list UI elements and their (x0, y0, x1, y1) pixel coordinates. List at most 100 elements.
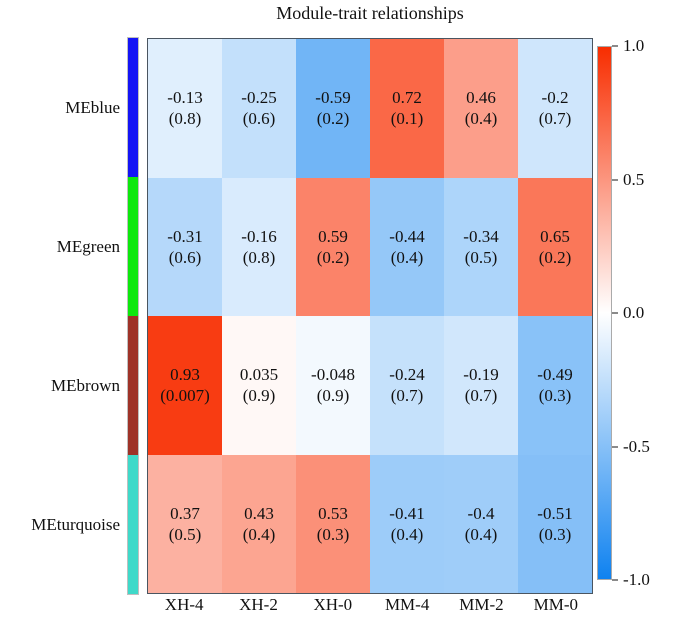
cell-p-value: (0.6) (242, 109, 276, 129)
x-axis-label-xh-0: XH-0 (296, 617, 370, 620)
cell-p-value: (0.2) (316, 247, 350, 267)
cell-p-value: (0.2) (316, 109, 350, 129)
cell-p-value: (0.4) (390, 247, 424, 267)
colorbar-tick (612, 45, 618, 47)
cell-correlation: 0.53 (318, 503, 348, 523)
heatmap-cell: 0.59 (0.2) (296, 177, 370, 316)
module-color-meturquoise (128, 455, 138, 594)
heatmap-cell: 0.46 (0.4) (444, 39, 518, 178)
cell-correlation: 0.035 (239, 365, 279, 385)
cell-correlation: -0.31 (167, 226, 203, 246)
heatmap-cell: -0.25 (0.6) (222, 39, 296, 178)
heatmap-cell: -0.51 (0.3) (518, 454, 592, 593)
heatmap-cell: -0.31 (0.6) (148, 177, 222, 316)
cell-correlation: -0.59 (315, 88, 351, 108)
cell-correlation: 0.65 (540, 226, 570, 246)
heatmap-cell: -0.59 (0.2) (296, 39, 370, 178)
cell-p-value: (0.9) (316, 386, 350, 406)
heatmap-cell: 0.72 (0.1) (370, 39, 444, 178)
x-axis-label-xh-4: XH-4 (147, 617, 221, 620)
heatmap-cell: 0.37 (0.5) (148, 454, 222, 593)
heatmap-cell: -0.24 (0.7) (370, 316, 444, 455)
cell-p-value: (0.6) (168, 247, 202, 267)
cell-correlation: -0.34 (463, 226, 499, 246)
x-axis-label-mm-4: MM-4 (370, 617, 444, 620)
heatmap-cell: -0.16 (0.8) (222, 177, 296, 316)
cell-correlation: -0.24 (389, 365, 425, 385)
cell-correlation: -0.13 (167, 88, 203, 108)
cell-correlation: -0.048 (311, 365, 355, 385)
row-label-mebrown: MEbrown (51, 375, 120, 395)
cell-p-value: (0.1) (390, 109, 424, 129)
cell-p-value: (0.4) (242, 524, 276, 544)
colorbar-tick-label: 0.5 (623, 169, 645, 189)
heatmap-cell: 0.65 (0.2) (518, 177, 592, 316)
cell-correlation: 0.93 (170, 365, 200, 385)
cell-correlation: 0.46 (466, 88, 496, 108)
cell-p-value: (0.7) (464, 386, 498, 406)
x-axis-label-xh-0: XH-0 (313, 595, 353, 614)
heatmap-cell: -0.41 (0.4) (370, 454, 444, 593)
heatmap-cell: 0.035 (0.9) (222, 316, 296, 455)
x-axis-label-mm-4: MM-4 (384, 595, 430, 614)
x-axis-label-mm-2: MM-2 (459, 595, 504, 614)
heatmap-cell: -0.13 (0.8) (148, 39, 222, 178)
cell-p-value: (0.4) (464, 109, 498, 129)
row-label-megreen: MEgreen (56, 236, 120, 256)
cell-p-value: (0.2) (538, 247, 572, 267)
cell-p-value: (0.5) (168, 524, 202, 544)
heatmap-cell: -0.048 (0.9) (296, 316, 370, 455)
cell-correlation: 0.43 (244, 503, 274, 523)
x-axis-label-mm-0: MM-0 (533, 595, 578, 614)
cell-correlation: -0.16 (241, 226, 277, 246)
cell-correlation: -0.19 (463, 365, 499, 385)
cell-p-value: (0.3) (538, 524, 572, 544)
heatmap-cell: 0.93 (0.007) (148, 316, 222, 455)
cell-correlation: 0.37 (170, 503, 200, 523)
x-axis-label-xh-2: XH-2 (239, 595, 278, 614)
heatmap-cell: -0.2 (0.7) (518, 39, 592, 178)
cell-correlation: -0.44 (389, 226, 425, 246)
x-axis-label-mm-2: MM-2 (444, 617, 518, 620)
row-labels: MEblue MEgreen MEbrown MEturquoise (0, 38, 122, 594)
module-color-mebrown (128, 316, 138, 455)
module-color-strip (127, 37, 139, 595)
cell-p-value: (0.3) (316, 524, 350, 544)
cell-p-value: (0.8) (242, 247, 276, 267)
cell-p-value: (0.9) (242, 386, 276, 406)
cell-p-value: (0.4) (390, 524, 424, 544)
cell-p-value: (0.4) (464, 524, 498, 544)
colorbar-tick-label: -1.0 (623, 570, 650, 589)
x-axis-labels: XH-4 XH-2 XH-0 MM-4 MM-2 MM-0 (147, 595, 593, 615)
colorbar-tick-label: -0.5 (623, 436, 650, 456)
cell-correlation: -0.51 (537, 503, 573, 523)
cell-correlation: -0.41 (389, 503, 425, 523)
heatmap-cell: -0.34 (0.5) (444, 177, 518, 316)
heatmap-cell: -0.19 (0.7) (444, 316, 518, 455)
cell-correlation: -0.2 (541, 88, 569, 108)
heatmap-cell: -0.49 (0.3) (518, 316, 592, 455)
row-label-meturquoise: MEturquoise (31, 514, 120, 534)
cell-p-value: (0.007) (160, 386, 210, 406)
module-color-megreen (128, 177, 138, 316)
cell-correlation: -0.4 (467, 503, 495, 523)
cell-correlation: 0.59 (318, 226, 348, 246)
row-label-meblue: MEblue (65, 97, 120, 117)
heatmap-cell: -0.44 (0.4) (370, 177, 444, 316)
heatmap-grid: -0.13 (0.8) -0.25 (0.6) -0.59 (0.2) 0.72 (0.1) 0… (147, 38, 593, 594)
colorbar-tick (612, 579, 618, 581)
colorbar-tick-label: 1.0 (623, 36, 645, 55)
colorbar: 1.0 0.5 0.0 -0.5 -1.0 (597, 36, 674, 589)
chart-title: Module-trait relationships (276, 3, 464, 23)
colorbar-tick (612, 178, 618, 181)
cell-p-value: (0.8) (168, 109, 202, 129)
heatmap-cell: 0.43 (0.4) (222, 454, 296, 593)
colorbar-tick-label: 0.0 (623, 303, 645, 322)
cell-p-value: (0.5) (464, 247, 498, 267)
x-axis-label-mm-0: MM-0 (519, 617, 593, 620)
heatmap-cell: 0.53 (0.3) (296, 454, 370, 593)
cell-p-value: (0.3) (538, 386, 572, 406)
cell-p-value: (0.7) (538, 109, 572, 129)
x-axis-label-xh-2: XH-2 (221, 617, 295, 620)
